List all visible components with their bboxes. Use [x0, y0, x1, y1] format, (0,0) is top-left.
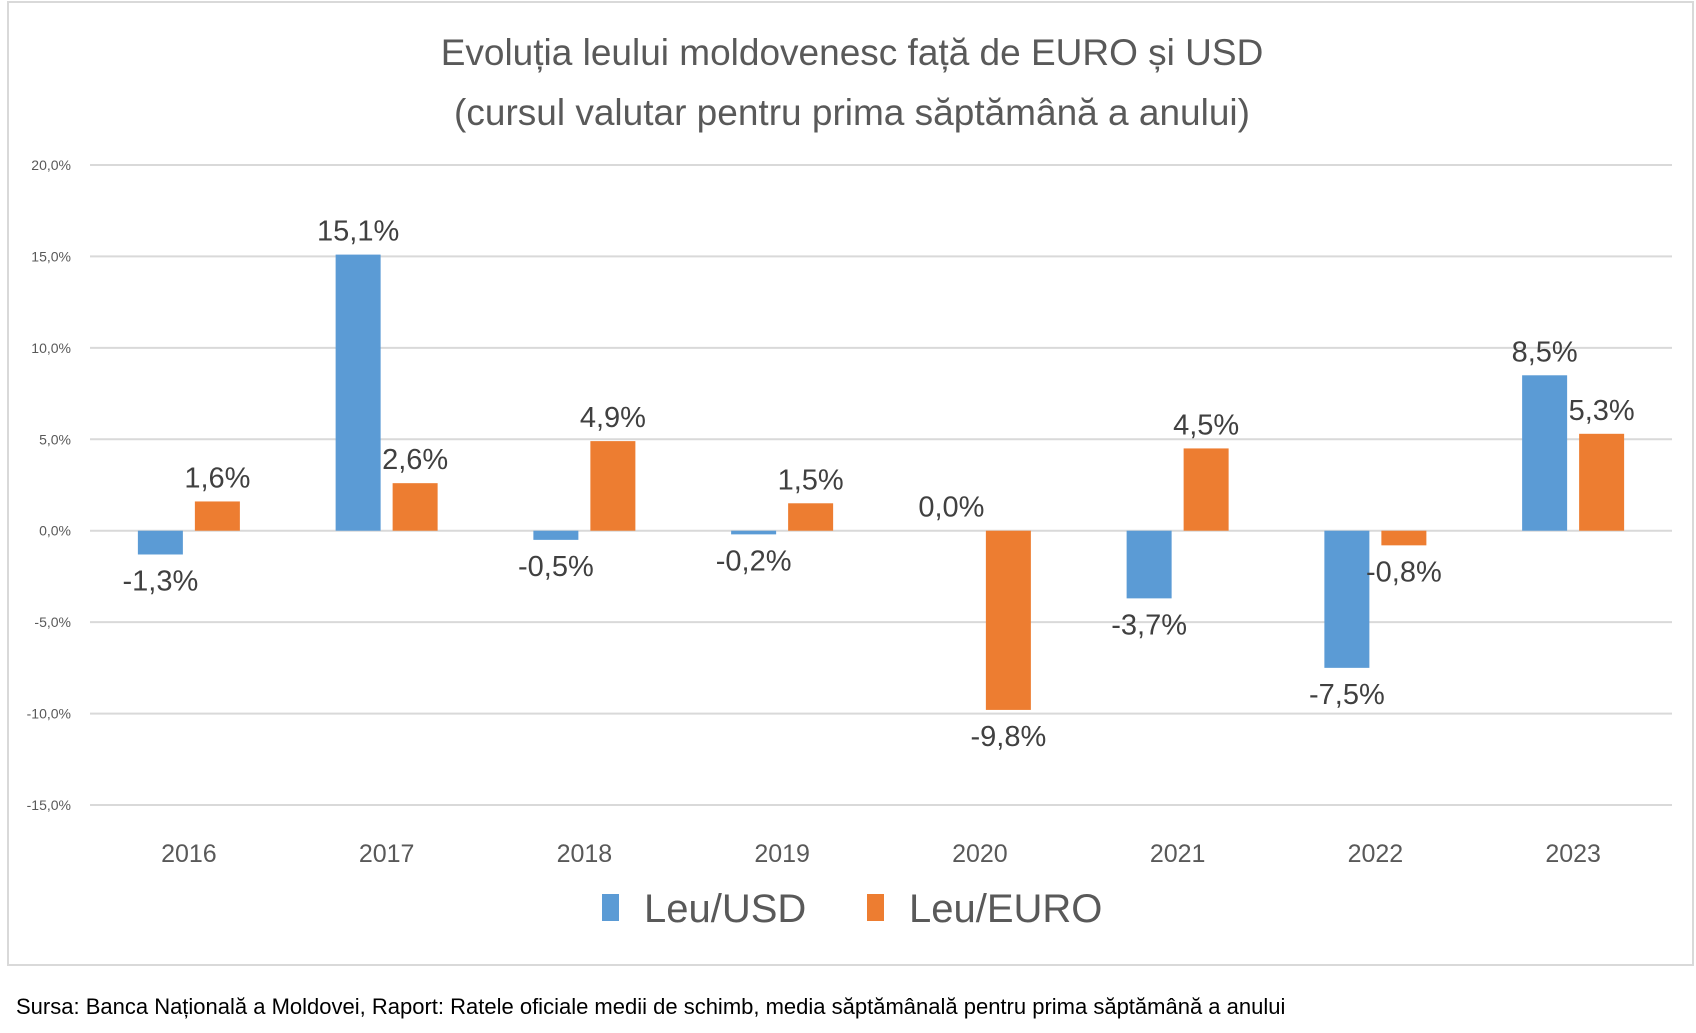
chart-title-line-2: (cursul valutar pentru prima săptămână a…	[454, 92, 1250, 133]
data-label-leu-euro-2016: 1,6%	[184, 462, 250, 494]
source-note: Sursa: Banca Națională a Moldovei, Rapor…	[16, 994, 1286, 1019]
y-tick-label: 20,0%	[31, 157, 71, 173]
data-label-leu-usd-2022: -7,5%	[1309, 679, 1385, 711]
x-tick-label: 2019	[754, 840, 810, 868]
bar-leu-usd-2018	[533, 530, 579, 540]
x-tick-label: 2017	[359, 840, 415, 868]
y-tick-label: 5,0%	[39, 431, 71, 447]
data-label-leu-euro-2017: 2,6%	[382, 444, 448, 476]
data-label-leu-euro-2018: 4,9%	[580, 402, 646, 434]
bar-leu-euro-2021	[1183, 448, 1229, 531]
y-tick-label: -5,0%	[34, 614, 71, 630]
x-tick-label: 2022	[1348, 840, 1404, 868]
data-label-leu-euro-2021: 4,5%	[1173, 409, 1239, 441]
bars	[137, 254, 1625, 710]
data-label-leu-usd-2023: 8,5%	[1512, 336, 1578, 368]
bar-leu-usd-2017	[335, 254, 381, 531]
x-tick-label: 2016	[161, 840, 217, 868]
data-label-leu-usd-2019: -0,2%	[716, 545, 792, 577]
bar-leu-euro-2022	[1381, 530, 1427, 546]
legend-swatch	[602, 894, 619, 921]
data-label-leu-usd-2016: -1,3%	[122, 565, 198, 597]
legend-item-leu-euro: Leu/EURO	[867, 887, 1102, 931]
legend-swatch	[867, 894, 884, 921]
data-label-leu-usd-2018: -0,5%	[518, 551, 594, 583]
chart-title: Evoluția leului moldovenesc față de EURO…	[441, 32, 1264, 133]
y-tick-label: -10,0%	[27, 706, 71, 722]
bar-leu-usd-2023	[1522, 375, 1568, 531]
y-tick-label: 10,0%	[31, 340, 71, 356]
legend-label: Leu/USD	[644, 887, 806, 931]
data-label-leu-usd-2017: 15,1%	[317, 216, 399, 248]
x-tick-label: 2018	[557, 840, 613, 868]
bar-leu-usd-2021	[1126, 530, 1172, 599]
data-label-leu-usd-2020: 0,0%	[918, 492, 984, 524]
bar-leu-usd-2016	[137, 530, 183, 555]
data-label-leu-euro-2023: 5,3%	[1569, 395, 1635, 427]
data-label-leu-euro-2020: -9,8%	[970, 721, 1046, 753]
bar-chart: Evoluția leului moldovenesc față de EURO…	[27, 32, 1672, 931]
y-tick-label: -15,0%	[27, 797, 71, 813]
x-tick-label: 2021	[1150, 840, 1206, 868]
data-label-leu-euro-2019: 1,5%	[778, 464, 844, 496]
bar-leu-usd-2019	[731, 530, 777, 535]
legend-item-leu-usd: Leu/USD	[602, 887, 806, 931]
bar-leu-euro-2016	[194, 501, 240, 531]
y-tick-label: 0,0%	[39, 523, 71, 539]
bar-leu-usd-2022	[1324, 530, 1370, 668]
legend: Leu/USD Leu/EURO	[602, 887, 1102, 931]
bar-leu-euro-2019	[788, 503, 834, 531]
gridlines	[90, 164, 1672, 806]
legend-label: Leu/EURO	[909, 887, 1102, 931]
y-axis-ticks: 20,0% 15,0% 10,0% 5,0% 0,0% -5,0% -10,0% -15,0%	[27, 157, 71, 813]
bar-leu-euro-2020	[985, 530, 1031, 710]
data-label-leu-usd-2021: -3,7%	[1111, 609, 1187, 641]
chart-title-line-1: Evoluția leului moldovenesc față de EURO…	[441, 32, 1264, 73]
chart-frame: Evoluția leului moldovenesc față de EURO…	[7, 1, 1694, 966]
x-tick-label: 2023	[1545, 840, 1601, 868]
x-tick-label: 2020	[952, 840, 1008, 868]
bar-leu-euro-2023	[1579, 433, 1625, 531]
data-labels: -1,3% 1,6% 15,1% 2,6% -0,5% 4,9% -0,2% 1,5% 0,0%…	[122, 216, 1634, 753]
bar-leu-euro-2018	[590, 441, 636, 531]
bar-leu-euro-2017	[392, 483, 438, 531]
x-axis-ticks: 2016 2017 2018 2019 2020 2021 2022 2023	[161, 840, 1601, 868]
data-label-leu-euro-2022: -0,8%	[1366, 556, 1442, 588]
y-tick-label: 15,0%	[31, 248, 71, 264]
